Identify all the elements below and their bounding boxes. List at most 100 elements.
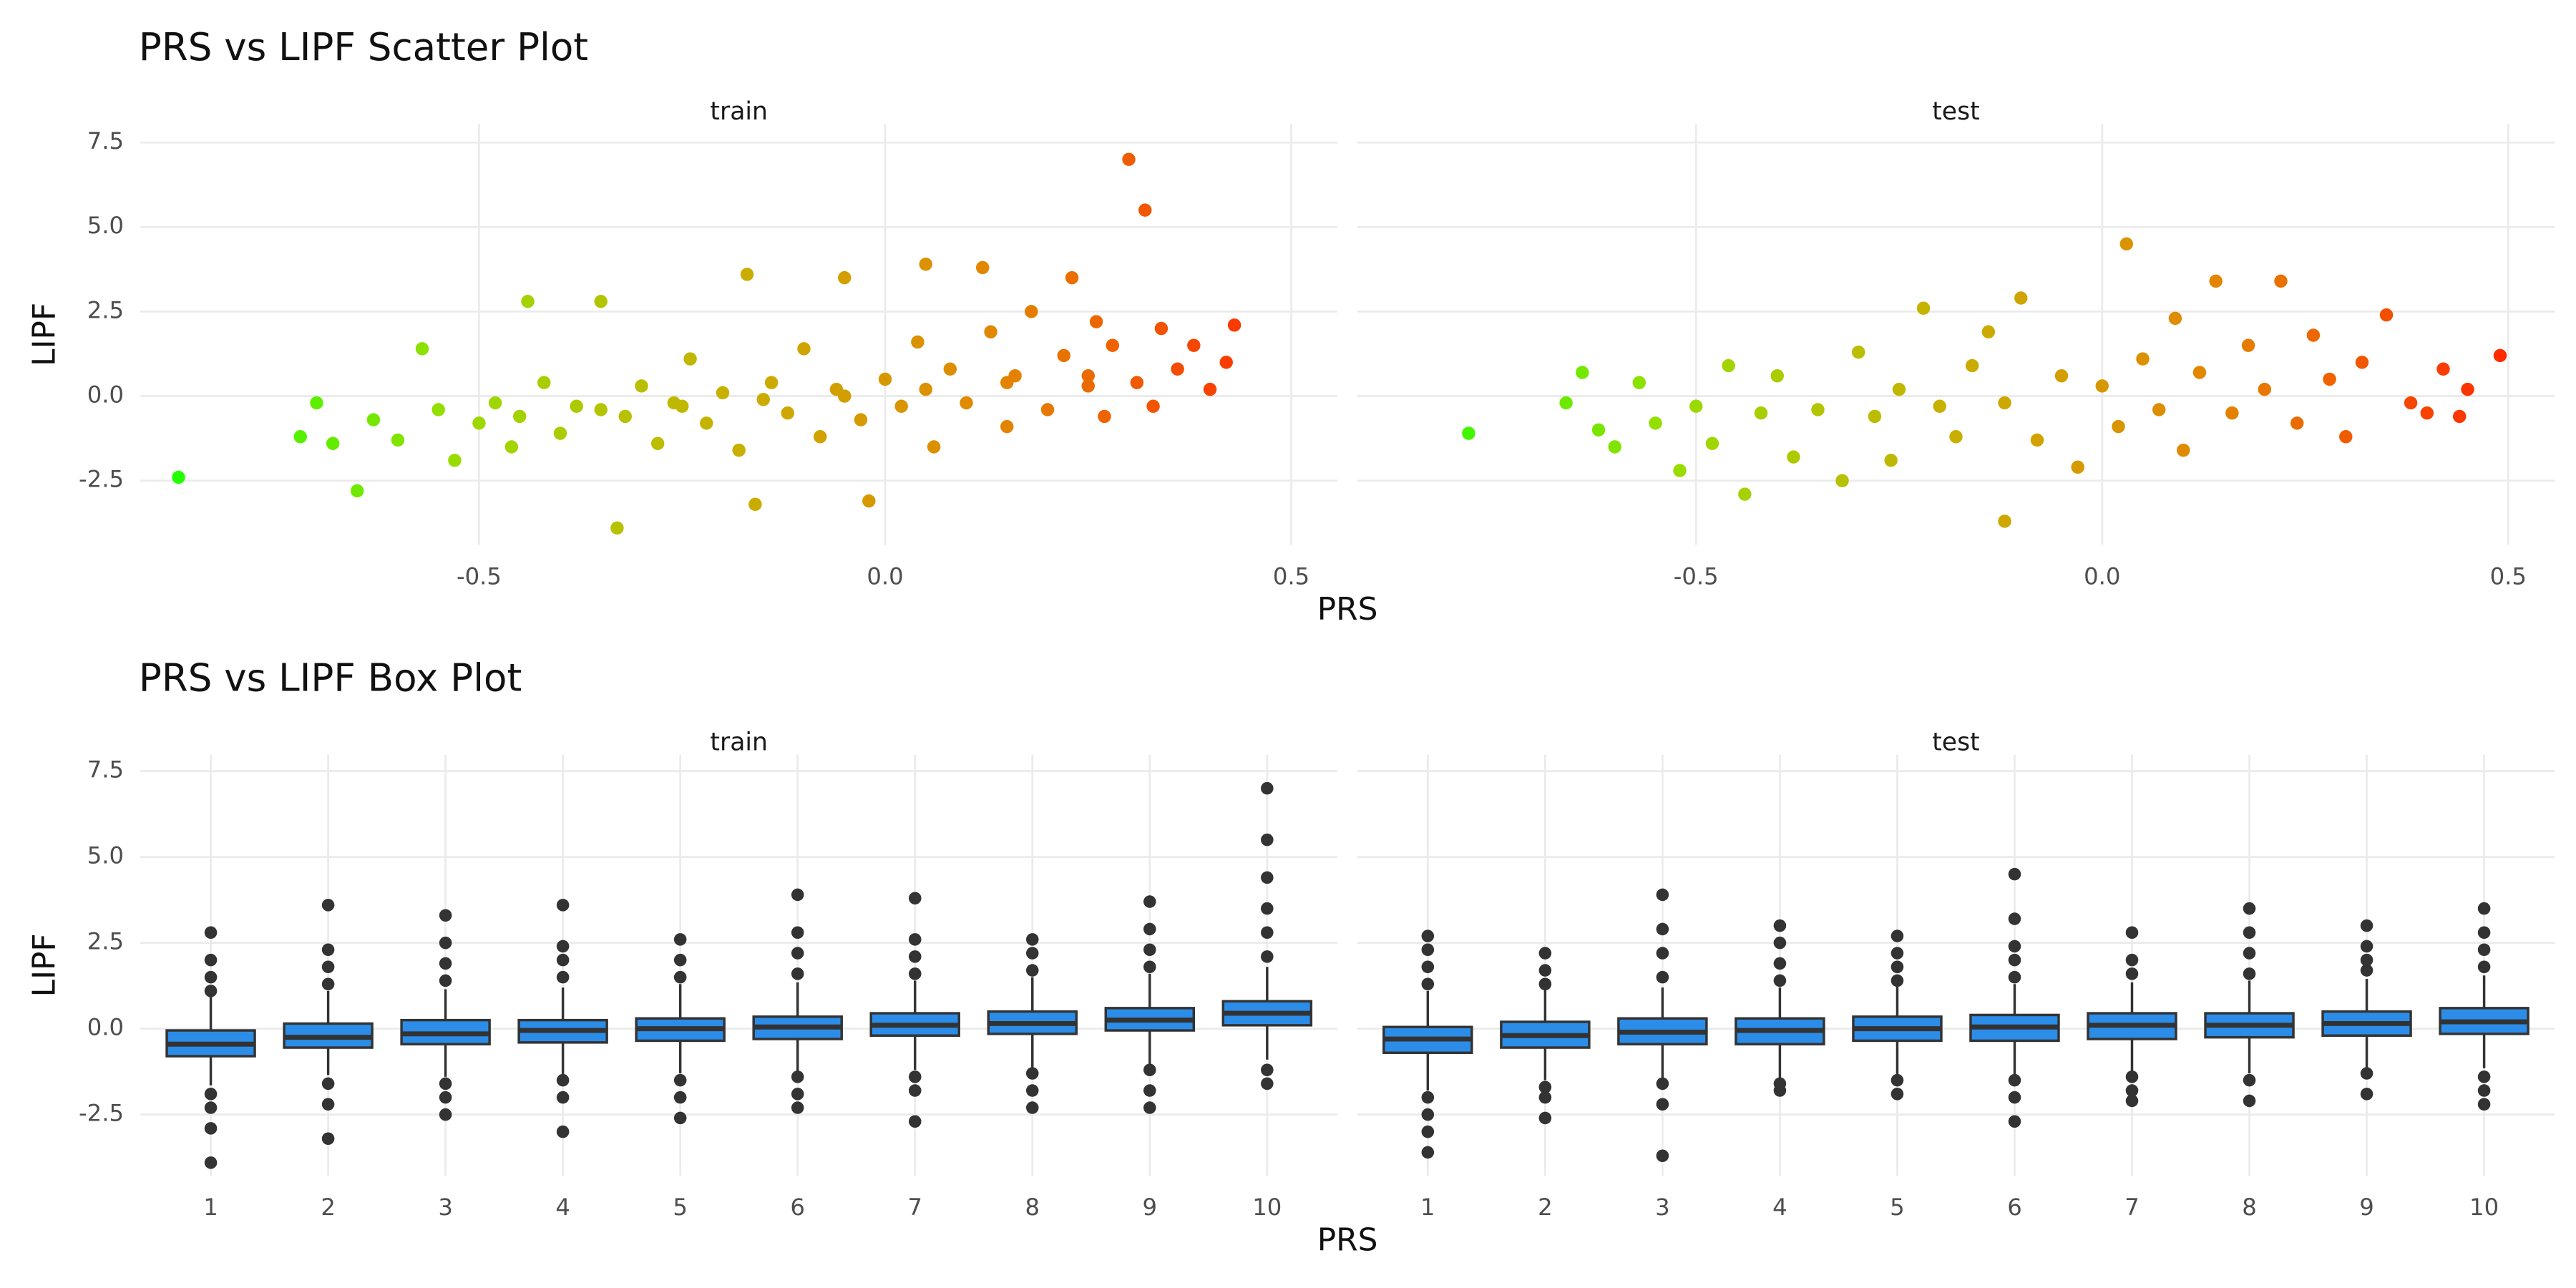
point: [2274, 274, 2288, 288]
point: [570, 399, 583, 413]
outlier: [556, 953, 570, 967]
point: [537, 376, 551, 389]
outlier: [321, 943, 335, 957]
point: [683, 352, 697, 366]
point: [748, 497, 762, 512]
point: [2258, 382, 2272, 396]
point: [960, 396, 973, 410]
x-tick-label: 2: [1538, 1194, 1553, 1221]
x-tick-label: -0.5: [1674, 563, 1719, 590]
point: [813, 430, 827, 444]
point: [350, 484, 364, 498]
y-tick-label: 5.0: [87, 842, 124, 869]
point: [1770, 369, 1784, 383]
outlier: [321, 1098, 335, 1111]
point: [2461, 382, 2474, 396]
point: [1591, 423, 1606, 437]
outlier: [439, 909, 452, 922]
outlier: [673, 953, 687, 967]
point: [1705, 436, 1719, 450]
point: [512, 409, 527, 424]
point: [2119, 237, 2134, 251]
x-tick-label: 1: [1420, 1194, 1435, 1221]
point: [2209, 274, 2223, 288]
x-axis-label: PRS: [1317, 591, 1378, 628]
point: [1576, 366, 1589, 379]
point: [1916, 301, 1931, 315]
x-tick-label: -0.5: [457, 563, 502, 590]
point: [650, 436, 665, 450]
outlier: [1656, 888, 1669, 902]
outlier: [673, 1073, 687, 1087]
outlier: [1261, 926, 1274, 940]
point: [1057, 348, 1070, 363]
outlier: [1143, 895, 1156, 908]
outlier: [1773, 936, 1787, 950]
outlier: [1421, 1125, 1435, 1138]
outlier: [1143, 1101, 1156, 1114]
x-tick-label: 3: [1655, 1194, 1670, 1221]
point: [1146, 399, 1160, 413]
y-tick-label: 2.5: [87, 296, 124, 323]
outlier: [204, 1101, 218, 1114]
point: [594, 403, 608, 416]
point: [1008, 369, 1022, 383]
y-tick-label: 2.5: [87, 928, 124, 955]
point: [2241, 338, 2255, 352]
x-tick-label: 7: [2124, 1194, 2140, 1221]
point: [2436, 362, 2450, 376]
outlier: [908, 1070, 922, 1083]
point: [1106, 338, 1120, 352]
outlier: [1421, 960, 1435, 974]
y-tick-label: 5.0: [87, 212, 124, 239]
outlier: [556, 940, 570, 953]
point: [2192, 366, 2207, 379]
outlier: [2360, 940, 2373, 953]
outlier: [439, 974, 452, 987]
outlier: [1538, 1091, 1552, 1104]
outlier: [1656, 970, 1669, 984]
facet-label: test: [1932, 728, 1979, 756]
point: [2152, 403, 2166, 416]
outlier: [2477, 1084, 2491, 1097]
outlier: [791, 947, 804, 960]
point: [1098, 409, 1111, 424]
point: [1998, 514, 2011, 528]
outlier: [1025, 933, 1039, 946]
x-tick-label: 4: [1772, 1194, 1787, 1221]
x-tick-label: 0.5: [2490, 563, 2527, 590]
outlier: [2125, 967, 2139, 980]
point: [1065, 270, 1079, 285]
outlier: [1773, 919, 1787, 932]
outlier: [1890, 930, 1904, 942]
x-tick-label: 5: [1890, 1194, 1905, 1221]
point: [894, 399, 908, 413]
outlier: [1773, 957, 1787, 970]
point: [2290, 416, 2304, 430]
point: [2420, 406, 2434, 420]
point: [1608, 440, 1621, 454]
chart-title: PRS vs LIPF Scatter Plot: [139, 25, 588, 69]
point: [2071, 460, 2084, 474]
outlier: [556, 1125, 570, 1138]
point: [878, 372, 892, 386]
outlier: [1890, 1073, 1904, 1087]
point: [1998, 396, 2011, 410]
outlier: [2243, 1073, 2256, 1087]
x-tick-label: 0.5: [1273, 563, 1309, 590]
point: [310, 396, 323, 410]
outlier: [204, 1122, 218, 1135]
point: [1171, 362, 1184, 376]
x-tick-label: 6: [2007, 1194, 2022, 1221]
outlier: [1421, 943, 1435, 957]
outlier: [791, 926, 804, 940]
point: [732, 443, 746, 457]
outlier: [2125, 953, 2139, 967]
point: [1025, 305, 1038, 318]
outlier: [1261, 1063, 1274, 1077]
x-tick-label: 4: [555, 1194, 570, 1221]
point: [1219, 356, 1233, 369]
point: [764, 376, 779, 389]
point: [2323, 372, 2336, 386]
outlier: [1025, 1101, 1039, 1114]
